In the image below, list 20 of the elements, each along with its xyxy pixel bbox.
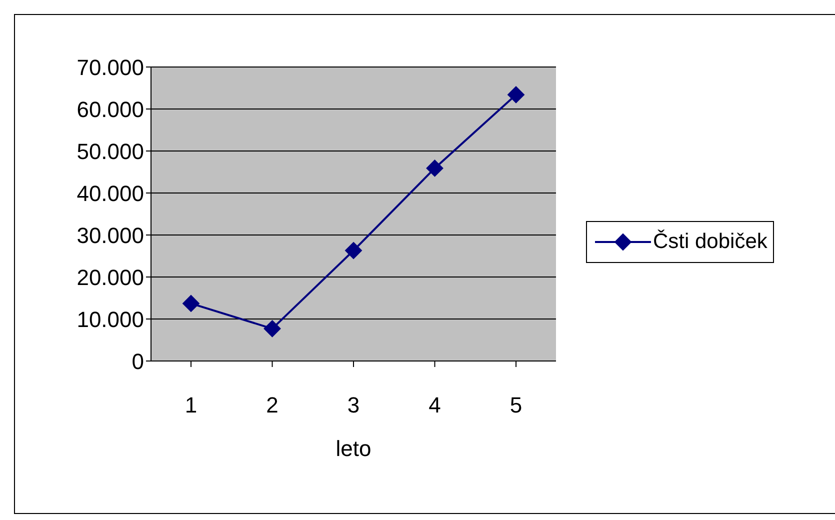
x-tick-label: 4: [428, 392, 441, 418]
point: [182, 294, 200, 312]
y-tick-label: 30.000: [76, 222, 144, 248]
y-tick-label: 10.000: [76, 306, 144, 332]
point: [264, 320, 281, 338]
y-tick-label: 0: [132, 348, 144, 374]
x-axis-title: leto: [336, 436, 372, 461]
point: [508, 86, 524, 104]
y-tick-label: 50.000: [76, 138, 144, 164]
y-tick-label: 20.000: [76, 264, 144, 290]
x-tick-label: 2: [266, 392, 278, 418]
y-tick-label: 70.000: [76, 54, 144, 80]
legend-label: Čsti dobiček: [653, 230, 768, 254]
x-tick-label: 3: [347, 392, 360, 418]
point: [345, 242, 362, 260]
y-tick-label: 40.000: [76, 180, 144, 206]
x-tick-label: 5: [510, 392, 522, 418]
x-tick-label: 1: [184, 392, 198, 418]
point: [426, 160, 444, 177]
y-tick-label: 60.000: [76, 96, 144, 122]
